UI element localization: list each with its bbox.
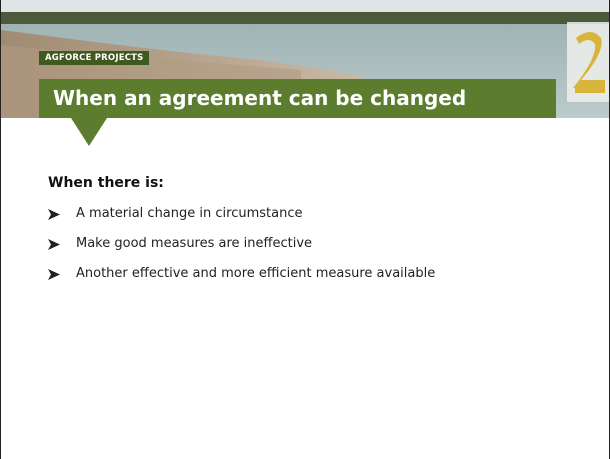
- bullet: Another effective and more efficient mea…: [48, 265, 488, 283]
- bullet: A material change in circumstance: [48, 205, 488, 223]
- bullet-arrow: [48, 209, 60, 220]
- bullet-text: A material change in circumstance: [76, 206, 303, 221]
- slide-title: When an agreement can be changed: [39, 79, 556, 118]
- section-tag: AGFORCE PROJECTS: [39, 51, 150, 65]
- bullet-text: Make good measures are ineffective: [76, 236, 313, 251]
- bullet: Make good measures are ineffective: [48, 235, 488, 253]
- bullet-arrow: [48, 239, 60, 250]
- body-heading: When there is:: [48, 175, 164, 191]
- bullet-arrow: [48, 269, 60, 280]
- bullet-text: Another effective and more efficient mea…: [76, 266, 436, 281]
- bullet-list: A material change in circumstance Make g…: [48, 205, 488, 295]
